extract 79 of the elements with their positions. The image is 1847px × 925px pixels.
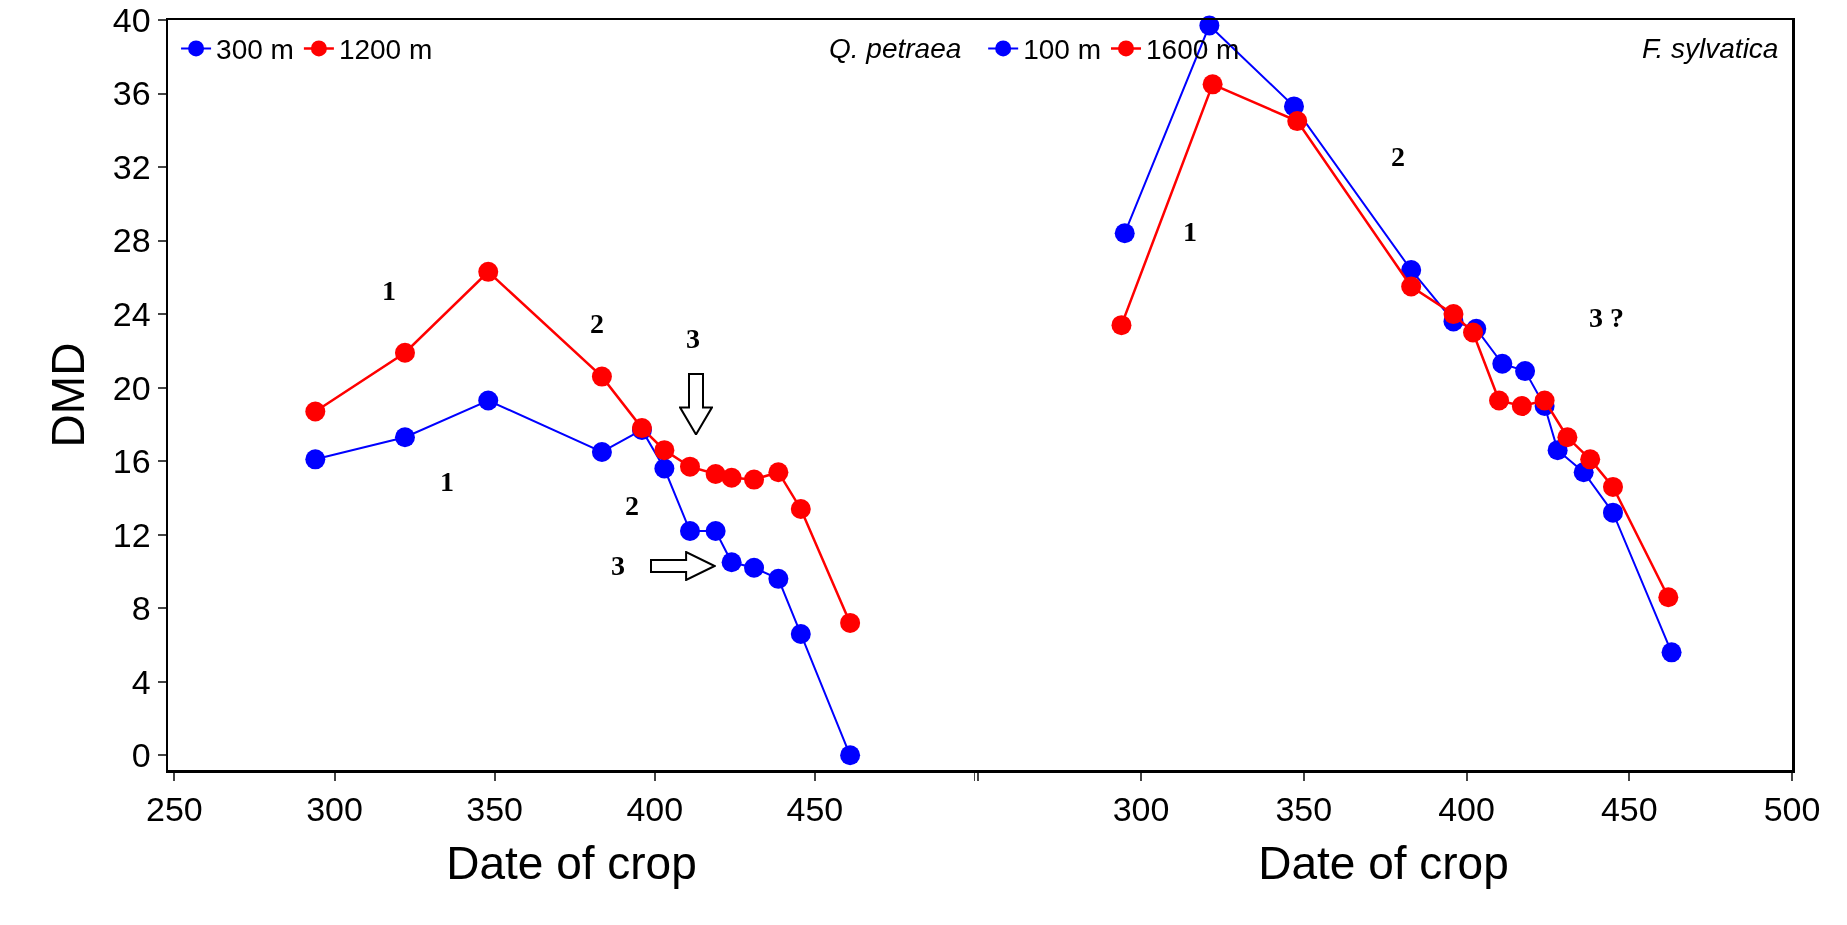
x-tick-label: 300 — [306, 790, 363, 829]
y-tick-label: 28 — [112, 221, 151, 260]
y-tick-label: 32 — [112, 147, 151, 186]
point — [1111, 315, 1132, 336]
legend-label: 1200 m — [338, 34, 433, 66]
y-tick-label: 36 — [112, 74, 151, 113]
annotation: 1 — [440, 466, 454, 497]
point — [1661, 642, 1682, 663]
point — [478, 261, 499, 282]
point — [1534, 390, 1555, 411]
x-tick-label: 300 — [1112, 790, 1170, 829]
point — [840, 745, 861, 766]
y-tick-label: 16 — [112, 442, 151, 481]
legend-label: 100 m — [1023, 34, 1101, 66]
y-tick-label: 20 — [112, 368, 151, 407]
point — [705, 464, 726, 485]
y-tick-label: 24 — [112, 295, 151, 334]
annotation: 1 — [382, 275, 396, 306]
x-tick-label: 350 — [466, 790, 524, 829]
point — [1557, 427, 1578, 448]
point — [1658, 587, 1679, 608]
point — [1602, 502, 1623, 523]
y-tick-label: 0 — [131, 736, 151, 775]
point — [1511, 396, 1532, 417]
y-tick-label: 4 — [131, 662, 151, 701]
point — [305, 449, 326, 470]
point — [705, 521, 726, 542]
x-tick-label: 500 — [1763, 790, 1821, 829]
point — [654, 458, 675, 479]
point — [591, 441, 612, 462]
point — [768, 568, 789, 589]
point — [654, 440, 675, 461]
point — [744, 469, 765, 490]
y-tick-label: 12 — [112, 515, 151, 554]
point — [1515, 361, 1536, 382]
point — [1602, 476, 1623, 497]
point — [1489, 390, 1510, 411]
point — [1492, 353, 1513, 374]
point — [1443, 304, 1464, 325]
x-tick-label: 350 — [1275, 790, 1333, 829]
annotation: 2 — [590, 308, 604, 339]
point — [478, 390, 499, 411]
point — [1580, 449, 1601, 470]
point — [790, 623, 811, 644]
point — [840, 612, 861, 633]
annotation: 3 — [686, 323, 700, 354]
x-tick-label: 450 — [786, 790, 844, 829]
point — [721, 467, 742, 488]
y-tick-label: 8 — [131, 589, 151, 628]
point — [394, 342, 415, 363]
y-axis-title: DMD — [42, 342, 95, 448]
point — [1114, 223, 1135, 244]
point — [591, 366, 612, 387]
annotation: 2 — [1391, 141, 1405, 172]
annotation: 3 — [611, 550, 625, 581]
annotation: Q. petraea — [829, 33, 962, 64]
x-tick-label: 400 — [626, 790, 684, 829]
annotation: 2 — [625, 490, 639, 521]
point — [790, 498, 811, 519]
x-axis-title: Date of crop — [446, 837, 697, 890]
y-tick-label: 40 — [112, 0, 151, 39]
point — [394, 427, 415, 448]
point — [1401, 276, 1422, 297]
point — [721, 552, 742, 573]
x-tick-label: 250 — [146, 790, 203, 829]
point — [680, 456, 700, 477]
point — [744, 557, 765, 578]
x-axis-title: Date of crop — [1258, 837, 1509, 890]
x-tick-label: 400 — [1438, 790, 1495, 829]
annotation: 1 — [1183, 216, 1197, 247]
point — [680, 521, 700, 542]
legend-label: 300 m — [216, 34, 294, 66]
x-tick-label: 450 — [1600, 790, 1658, 829]
annotation: F. sylvatica — [1642, 33, 1779, 64]
point — [1287, 111, 1308, 132]
point — [305, 401, 326, 422]
annotation: 3 ? — [1589, 302, 1624, 333]
point — [1202, 74, 1223, 95]
point — [768, 462, 789, 483]
